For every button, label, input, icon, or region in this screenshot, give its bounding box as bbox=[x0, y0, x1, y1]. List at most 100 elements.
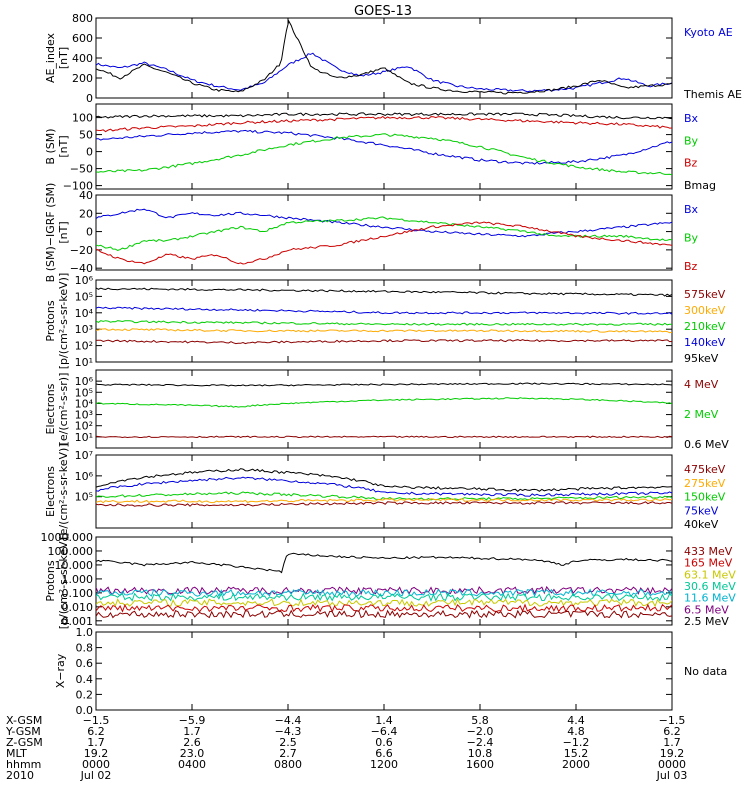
legend-entry: 95keV bbox=[684, 352, 719, 365]
y-axis-label: [p/(cm²-s-sr-keV)] bbox=[57, 533, 70, 630]
chart-title: GOES-13 bbox=[354, 4, 412, 19]
footer-value: 19.2 bbox=[660, 747, 685, 760]
traces bbox=[96, 208, 672, 265]
series-bz bbox=[96, 115, 672, 133]
footer-value: 15.2 bbox=[564, 747, 589, 760]
y-tick-label: 1.000 bbox=[62, 573, 94, 586]
series-95kev bbox=[96, 287, 672, 297]
panel-frame bbox=[95, 17, 673, 99]
footer-value: 4.8 bbox=[567, 725, 585, 738]
footer-value: 0.6 bbox=[375, 736, 393, 749]
legend-entry: 140keV bbox=[684, 336, 726, 349]
legend-entry: 165 MeV bbox=[684, 557, 733, 570]
y-axis-label: AE_index bbox=[44, 32, 57, 83]
series-275kev bbox=[96, 498, 672, 504]
series-30-6-mev bbox=[96, 592, 672, 602]
series-bx bbox=[96, 129, 672, 165]
y-tick-label: 0.2 bbox=[76, 688, 94, 701]
footer-value: 1.7 bbox=[663, 736, 681, 749]
panel-4: 10¹ 10² 10³ 10⁴ 10⁵ 10⁶ Protons [p/(cm²-s-sr-ke… bbox=[44, 273, 726, 370]
legend-entry: 275keV bbox=[684, 477, 726, 490]
y-tick-label: 10⁶ bbox=[75, 470, 94, 483]
legend-entry: 575keV bbox=[684, 288, 726, 301]
legend-entry: 6.5 MeV bbox=[684, 603, 729, 616]
y-tick-label: 1000.000 bbox=[41, 531, 94, 544]
footer-value: 5.8 bbox=[471, 714, 489, 727]
y-tick-label: 10⁵ bbox=[75, 386, 93, 399]
y-tick-label: 10⁵ bbox=[75, 290, 93, 303]
y-tick-label: −50 bbox=[70, 163, 93, 176]
legend-entry: 30.6 MeV bbox=[684, 580, 736, 593]
legend-entry: Kyoto AE bbox=[684, 26, 733, 39]
y-tick-label: 10² bbox=[75, 340, 93, 353]
y-axis-label: [e/(cm²-s-sr-keV)] bbox=[57, 443, 70, 539]
series-by bbox=[96, 133, 672, 176]
y-tick-label: 0 bbox=[86, 146, 93, 159]
footer-value: −2.4 bbox=[467, 736, 494, 749]
series-75kev bbox=[96, 476, 672, 497]
series-by bbox=[96, 216, 672, 251]
footer-value: 19.2 bbox=[84, 747, 109, 760]
y-tick-label: 0 bbox=[86, 92, 93, 105]
y-tick-label: 800 bbox=[72, 12, 93, 25]
footer-value: 1200 bbox=[370, 758, 398, 771]
y-tick-label: 200 bbox=[72, 72, 93, 85]
traces bbox=[96, 382, 672, 439]
legend-entry: By bbox=[684, 134, 699, 147]
series-40kev bbox=[96, 468, 672, 492]
footer-value: 1.4 bbox=[375, 714, 393, 727]
legend-entry: 0.6 MeV bbox=[684, 438, 729, 451]
traces bbox=[96, 468, 672, 507]
legend-entry: 210keV bbox=[684, 320, 726, 333]
legend-entry: 75keV bbox=[684, 504, 719, 517]
y-axis-label: B (SM)−IGRF (SM) bbox=[44, 183, 57, 283]
traces bbox=[96, 19, 672, 95]
legend-entry: Bz bbox=[684, 157, 698, 170]
y-tick-label: 10.000 bbox=[55, 559, 94, 572]
legend-entry: 150keV bbox=[684, 491, 726, 504]
footer-value: 0800 bbox=[274, 758, 302, 771]
legend-entry: Bx bbox=[684, 112, 699, 125]
y-tick-label: 10³ bbox=[75, 409, 93, 422]
y-axis-label: [p/(cm²-s-sr-keV)] bbox=[57, 273, 70, 370]
traces bbox=[96, 552, 672, 619]
footer-row-label: Z-GSM bbox=[6, 736, 43, 749]
series-kyoto-ae bbox=[96, 52, 672, 93]
legend-entry: 300keV bbox=[684, 304, 726, 317]
series-6-5-mev bbox=[96, 585, 672, 596]
series-210kev bbox=[96, 320, 672, 326]
series-0-6-mev bbox=[96, 382, 672, 387]
y-tick-label: 0.8 bbox=[76, 642, 94, 655]
footer-value: 6.6 bbox=[375, 747, 393, 760]
footer-value: 2.6 bbox=[183, 736, 201, 749]
y-axis-label: [e/(cm²-s-sr)] bbox=[57, 373, 70, 446]
y-tick-label: 10⁶ bbox=[75, 375, 94, 388]
y-tick-label: 10⁷ bbox=[75, 449, 93, 462]
series-150kev bbox=[96, 491, 672, 501]
footer-row-label: Y-GSM bbox=[5, 725, 41, 738]
y-tick-label: 400 bbox=[72, 52, 93, 65]
panel-frame bbox=[95, 103, 673, 190]
legend-entry: 63.1 MeV bbox=[684, 568, 736, 581]
series-63-1-mev bbox=[96, 598, 672, 608]
footer-value: 0000 bbox=[82, 758, 110, 771]
y-tick-label: 0.001 bbox=[62, 615, 94, 628]
y-tick-label: 10³ bbox=[75, 323, 93, 336]
footer-value: 10.8 bbox=[468, 747, 493, 760]
y-tick-label: 0.100 bbox=[62, 587, 94, 600]
y-tick-label: 50 bbox=[79, 129, 93, 142]
footer-value: 6.2 bbox=[663, 725, 681, 738]
series-575kev bbox=[96, 339, 672, 345]
panel-8: 0.0 0.2 0.4 0.6 0.8 1.0 X−ray No data bbox=[54, 626, 727, 717]
series-140kev bbox=[96, 306, 672, 315]
y-axis-label: X−ray bbox=[54, 653, 67, 688]
footer-value: −1.2 bbox=[563, 736, 590, 749]
footer-value: −1.5 bbox=[659, 714, 686, 727]
footer-value: 0400 bbox=[178, 758, 206, 771]
y-tick-label: 600 bbox=[72, 32, 93, 45]
y-tick-label: −20 bbox=[70, 244, 93, 257]
series-165-mev bbox=[96, 603, 672, 613]
y-tick-label: 10¹ bbox=[75, 431, 93, 444]
